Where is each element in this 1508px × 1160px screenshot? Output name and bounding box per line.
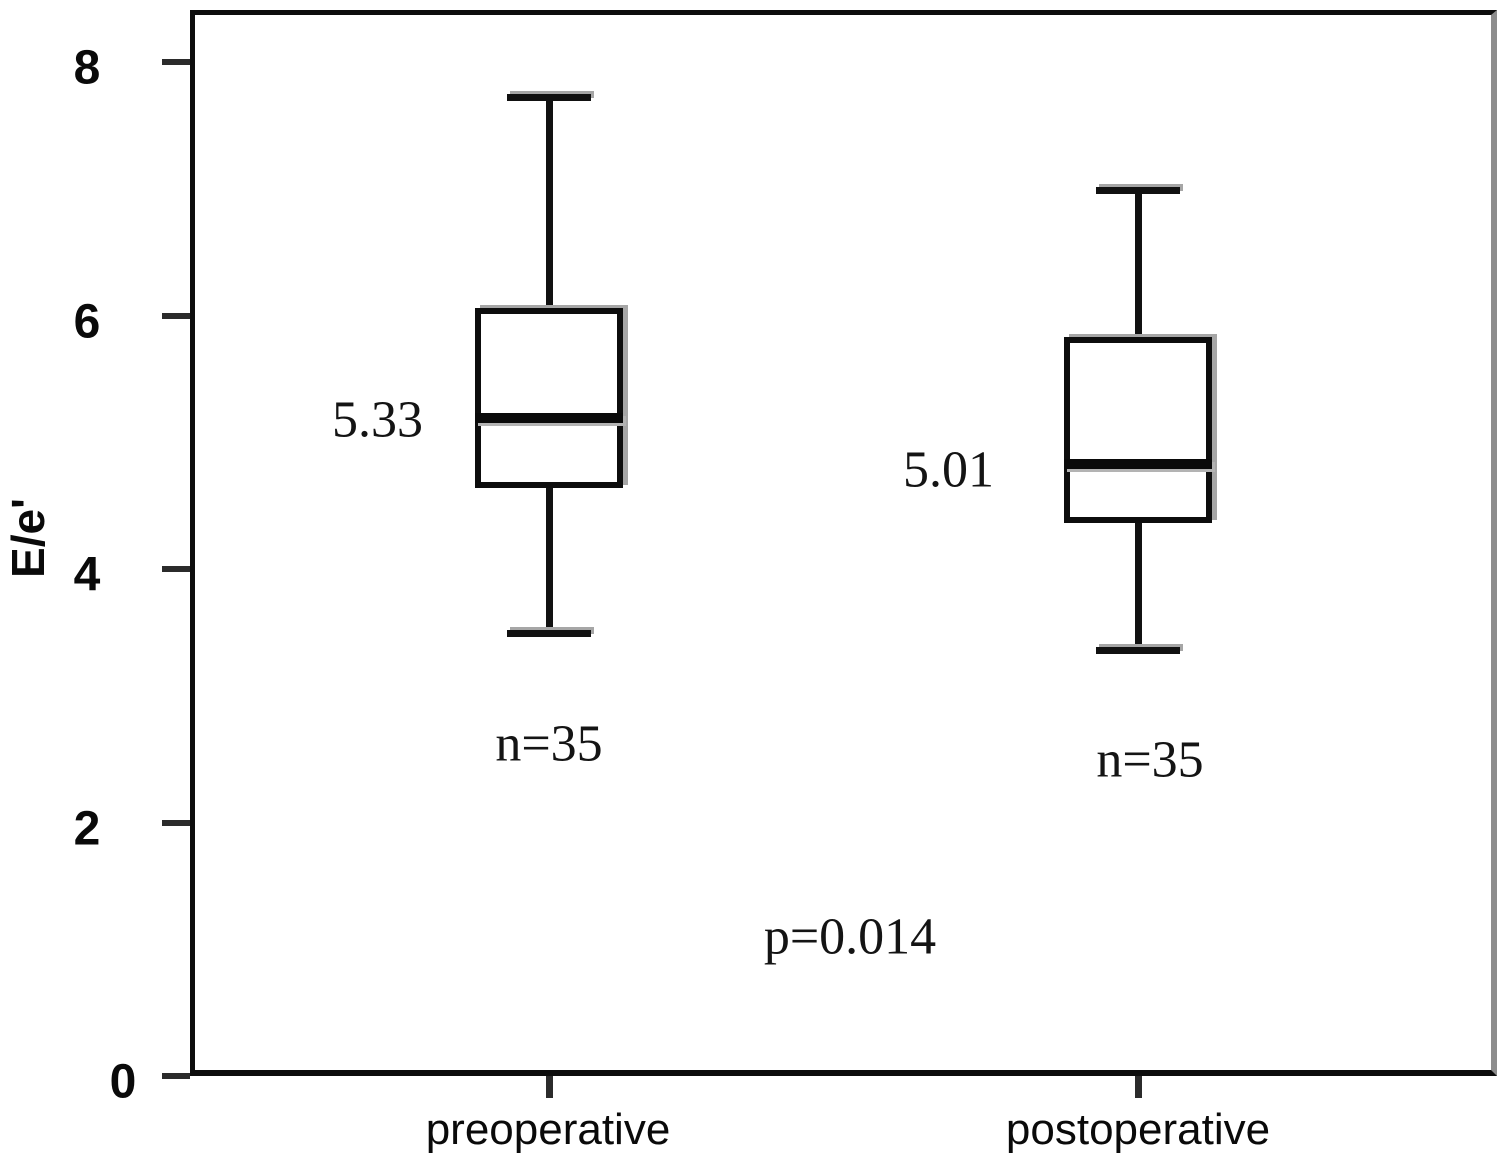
y-axis-tick-2 bbox=[162, 819, 190, 826]
postoperative-n-label: n=35 bbox=[1096, 731, 1204, 789]
preoperative-median-line bbox=[475, 413, 623, 424]
y-axis-tick-0 bbox=[162, 1073, 190, 1079]
y-axis-title: E/e' bbox=[2, 498, 54, 578]
y-axis-tick-label-0: 0 bbox=[109, 1055, 137, 1109]
y-axis-tick-label-2: 2 bbox=[73, 802, 101, 855]
x-category-label-preoperative: preoperative bbox=[425, 1105, 671, 1154]
y-axis-tick-label-6: 6 bbox=[73, 295, 101, 348]
preoperative-upper-whisker bbox=[545, 97, 553, 308]
postoperative-upper-whisker-cap bbox=[1096, 186, 1180, 194]
x-axis-tick-postoperative bbox=[1134, 1076, 1142, 1098]
postoperative-median-line bbox=[1064, 458, 1212, 469]
preoperative-iqr-box bbox=[475, 307, 623, 488]
preoperative-upper-whisker-cap bbox=[507, 93, 591, 101]
postoperative-upper-whisker bbox=[1134, 190, 1142, 338]
preoperative-median-value-label: 5.33 bbox=[332, 391, 423, 449]
y-axis-tick-6 bbox=[162, 312, 190, 319]
postoperative-lower-whisker-cap bbox=[1096, 646, 1180, 654]
y-axis-tick-8 bbox=[162, 59, 190, 65]
postoperative-median-value-label: 5.01 bbox=[903, 441, 994, 499]
postoperative-lower-whisker bbox=[1134, 523, 1142, 651]
x-axis-tick-preoperative bbox=[545, 1076, 553, 1098]
p-value-annotation: p=0.014 bbox=[763, 908, 937, 966]
y-axis-tick-label-8: 8 bbox=[73, 41, 101, 95]
y-axis-tick-label-4: 4 bbox=[73, 548, 101, 602]
x-category-label-postoperative: postoperative bbox=[1005, 1105, 1271, 1154]
preoperative-n-label: n=35 bbox=[495, 715, 603, 773]
plot-area bbox=[190, 10, 1497, 1076]
postoperative-iqr-box bbox=[1064, 337, 1212, 524]
preoperative-lower-whisker bbox=[545, 487, 553, 634]
preoperative-lower-whisker-cap bbox=[507, 630, 591, 638]
y-axis-tick-4 bbox=[162, 566, 190, 572]
